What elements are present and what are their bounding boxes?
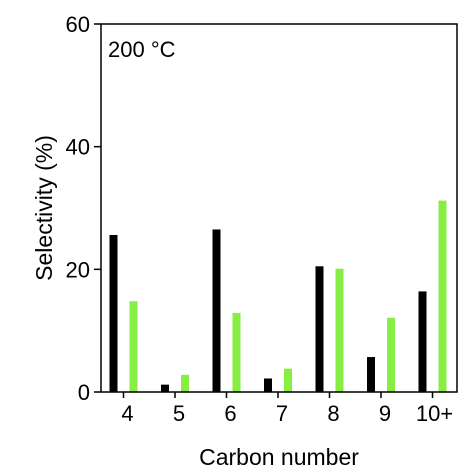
- x-tick-label-5: 5: [173, 401, 185, 426]
- x-tick-label-9: 9: [379, 401, 391, 426]
- bar-series2-10+: [438, 200, 447, 392]
- plot-frame: [100, 23, 458, 393]
- x-tick-label-6: 6: [224, 401, 236, 426]
- bar-series1-5: [161, 384, 169, 392]
- bar-series2-5: [181, 374, 189, 392]
- bar-series2-8: [335, 268, 344, 392]
- x-axis-title: Carbon number: [199, 444, 359, 470]
- bar-series1-8: [315, 266, 324, 392]
- x-tick-label-8: 8: [327, 401, 339, 426]
- y-tick-label-20: 20: [66, 257, 90, 282]
- y-tick-label-0: 0: [78, 380, 90, 405]
- annotation-temperature: 200 °C: [108, 37, 176, 62]
- bar-series1-6: [212, 229, 221, 392]
- bar-series2-7: [284, 368, 292, 392]
- bar-series2-4: [129, 301, 138, 392]
- y-axis-ticks: 0 20 40 60: [66, 12, 101, 405]
- bar-series1-10+: [418, 291, 427, 392]
- x-tick-label-4: 4: [121, 401, 133, 426]
- x-tick-label-10+: 10+: [416, 401, 453, 426]
- bar-series1-9: [367, 357, 375, 392]
- x-axis-ticks: 4 5 6 7 8 9 10+: [121, 392, 453, 426]
- y-tick-label-60: 60: [66, 12, 90, 37]
- bars-group: [109, 200, 447, 392]
- x-tick-label-7: 7: [276, 401, 288, 426]
- bar-series1-4: [109, 234, 118, 392]
- bar-series2-6: [232, 312, 241, 392]
- y-tick-label-40: 40: [66, 135, 90, 160]
- bar-series2-9: [387, 317, 395, 392]
- bar-series1-7: [264, 378, 272, 392]
- y-axis-title: Selectivity (%): [31, 135, 57, 281]
